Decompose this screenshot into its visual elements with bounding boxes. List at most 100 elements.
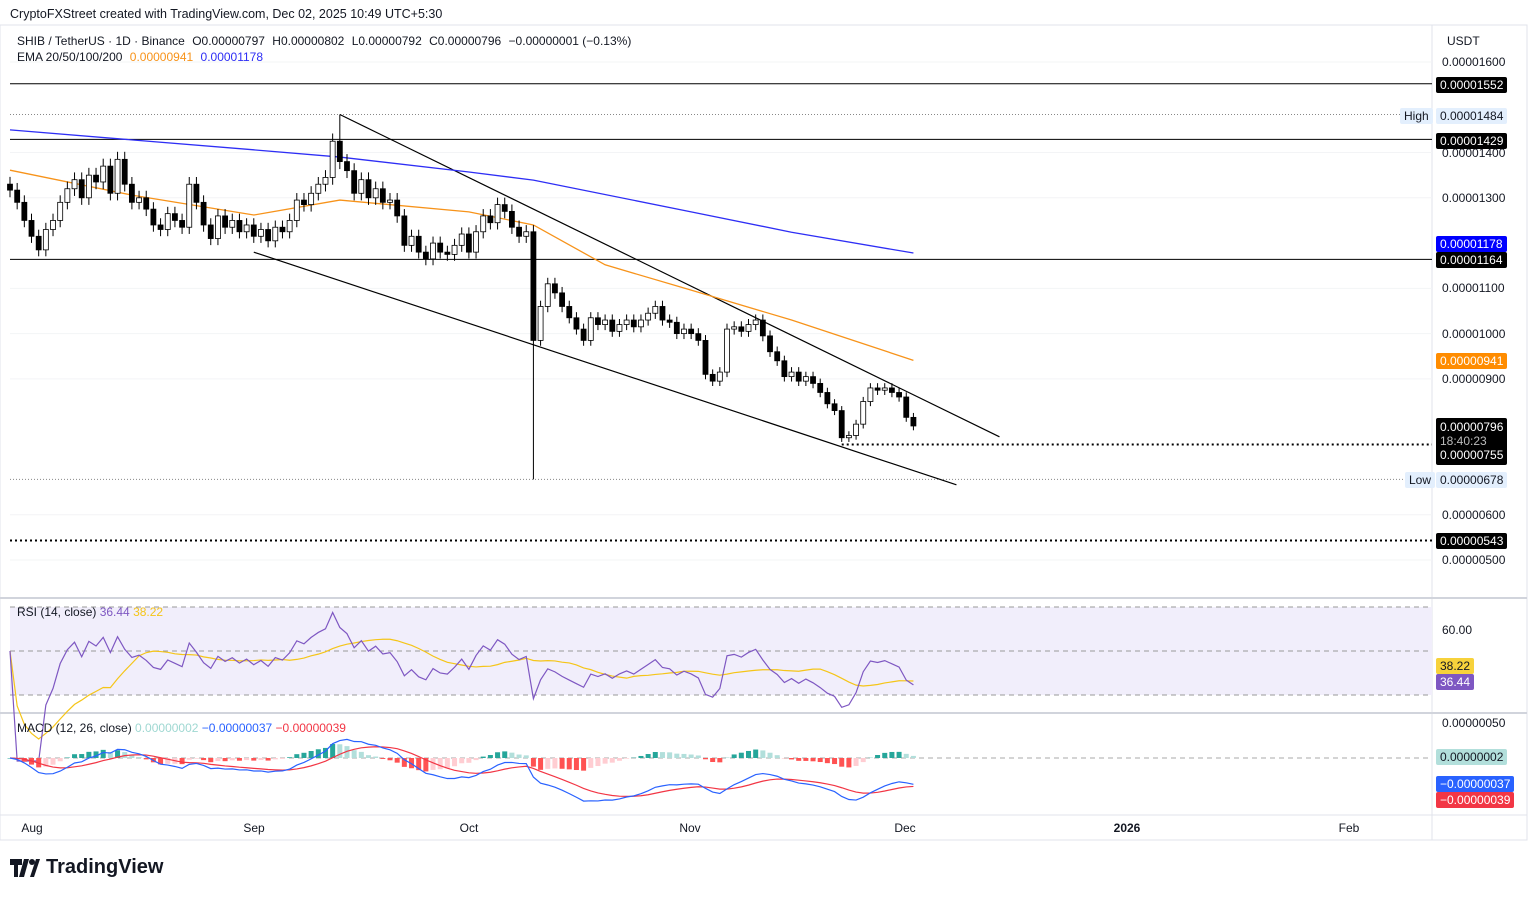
candle-up — [544, 283, 551, 307]
candle-up — [788, 371, 795, 378]
macd-value: −0.00000037 — [201, 721, 273, 735]
level-badge: 0.00000543 — [1436, 533, 1508, 549]
macd-histogram-bar — [882, 752, 888, 758]
candle-down — [530, 231, 537, 341]
macd-histogram-bar — [394, 758, 400, 763]
macd-histogram-bar — [638, 755, 644, 758]
macd-histogram-bar — [380, 758, 386, 759]
candle-down — [501, 204, 508, 212]
macd-histogram-bar — [437, 758, 443, 770]
candle-up — [358, 179, 365, 194]
candle-down — [903, 396, 910, 418]
candle-down — [279, 226, 286, 233]
macd-histogram-bar — [387, 758, 393, 761]
macd-histogram-bar — [122, 752, 128, 758]
candle-down — [688, 328, 695, 335]
macd-histogram-bar — [186, 758, 192, 760]
currency-label[interactable]: USDT — [1447, 34, 1480, 48]
candle-down — [93, 174, 99, 183]
macd-histogram-bar — [624, 758, 630, 759]
candle-up — [186, 183, 193, 228]
macd-histogram-bar — [738, 752, 744, 758]
macd-histogram-bar — [903, 753, 909, 758]
macd-histogram-bar — [824, 758, 830, 764]
macd-histogram-bar — [702, 758, 708, 760]
candle-down — [831, 403, 838, 411]
macd-histogram-bar — [179, 758, 185, 765]
candle-down — [595, 317, 601, 325]
candle-down — [824, 392, 831, 405]
candle-down — [222, 215, 229, 228]
candle-up — [451, 244, 458, 255]
brand-name: TradingView — [46, 856, 164, 878]
candle-up — [258, 229, 264, 237]
macd-histogram-bar — [832, 758, 838, 765]
macd-histogram-bar — [509, 752, 515, 758]
macd-histogram-bar — [466, 758, 472, 763]
candle-down — [301, 199, 307, 206]
price-tick: 0.00000900 — [1442, 371, 1506, 386]
level-755: 0.00000755 — [1440, 448, 1504, 462]
candle-down — [107, 165, 114, 194]
macd-histogram-bar — [796, 758, 802, 761]
candle-up — [229, 220, 236, 228]
candle-down — [573, 317, 580, 330]
candle-up — [272, 226, 279, 242]
macd-histogram-bar — [452, 758, 458, 767]
macd-histogram-bar — [265, 758, 271, 761]
macd-histogram-bar — [229, 758, 235, 761]
time-tick: Oct — [459, 821, 479, 835]
rsi-badge: 36.44 — [1436, 674, 1475, 690]
symbol-legend: SHIB / TetherUS · 1D · Binance O0.000007… — [17, 34, 635, 48]
candle-up — [494, 204, 501, 224]
candle-down — [336, 140, 343, 162]
candle-down — [365, 179, 372, 199]
candle-up — [860, 401, 867, 425]
candle-down — [487, 215, 494, 224]
candle-up — [322, 177, 329, 185]
macd-hist-badge: 0.00000002 — [1436, 749, 1508, 765]
macd-histogram-bar — [753, 749, 759, 758]
macd-histogram-bar — [875, 755, 881, 758]
macd-histogram-bar — [193, 758, 199, 759]
candle-up — [430, 242, 436, 260]
candle-down — [7, 183, 13, 191]
ema-label[interactable]: EMA 20/50/100/200 — [17, 50, 123, 64]
macd-hist-value: 0.00000002 — [135, 721, 199, 735]
macd-label[interactable]: MACD (12, 26, close) — [17, 721, 132, 735]
candle-down — [566, 306, 573, 319]
macd-histogram-bar — [158, 758, 164, 765]
rsi-label[interactable]: RSI (14, close) — [17, 605, 97, 619]
macd-histogram-bar — [559, 758, 565, 769]
candle-up — [537, 306, 544, 341]
candle-down — [673, 321, 680, 335]
macd-axis-tick: 0.00000050 — [1442, 716, 1506, 730]
candle-up — [64, 188, 71, 203]
macd-histogram-bar — [21, 758, 27, 762]
symbol-name[interactable]: SHIB / TetherUS · 1D · Binance — [17, 34, 185, 48]
candle-up — [645, 312, 652, 321]
candle-up — [458, 233, 465, 246]
candle-down — [344, 161, 350, 172]
macd-histogram-bar — [208, 758, 214, 763]
macd-histogram-bar — [480, 756, 486, 758]
chart-frame — [0, 24, 1528, 841]
ema200-value: 0.00001178 — [200, 50, 264, 64]
high-label: High — [1400, 108, 1433, 124]
macd-histogram-bar — [717, 758, 723, 763]
macd-histogram-bar — [910, 755, 916, 758]
macd-histogram-bar — [301, 752, 307, 758]
level-badge: 0.00001164 — [1436, 252, 1507, 268]
candle-up — [164, 213, 171, 230]
rsi-ma-line — [9, 638, 914, 740]
macd-histogram-bar — [681, 753, 687, 758]
candle-down — [379, 188, 386, 203]
macd-histogram-bar — [344, 746, 350, 758]
macd-histogram-bar — [595, 758, 601, 767]
candle-up — [523, 231, 530, 237]
macd-histogram-bar — [373, 756, 379, 758]
candle-up — [867, 387, 874, 402]
candle-up — [243, 224, 250, 233]
macd-histogram-bar — [294, 754, 300, 758]
